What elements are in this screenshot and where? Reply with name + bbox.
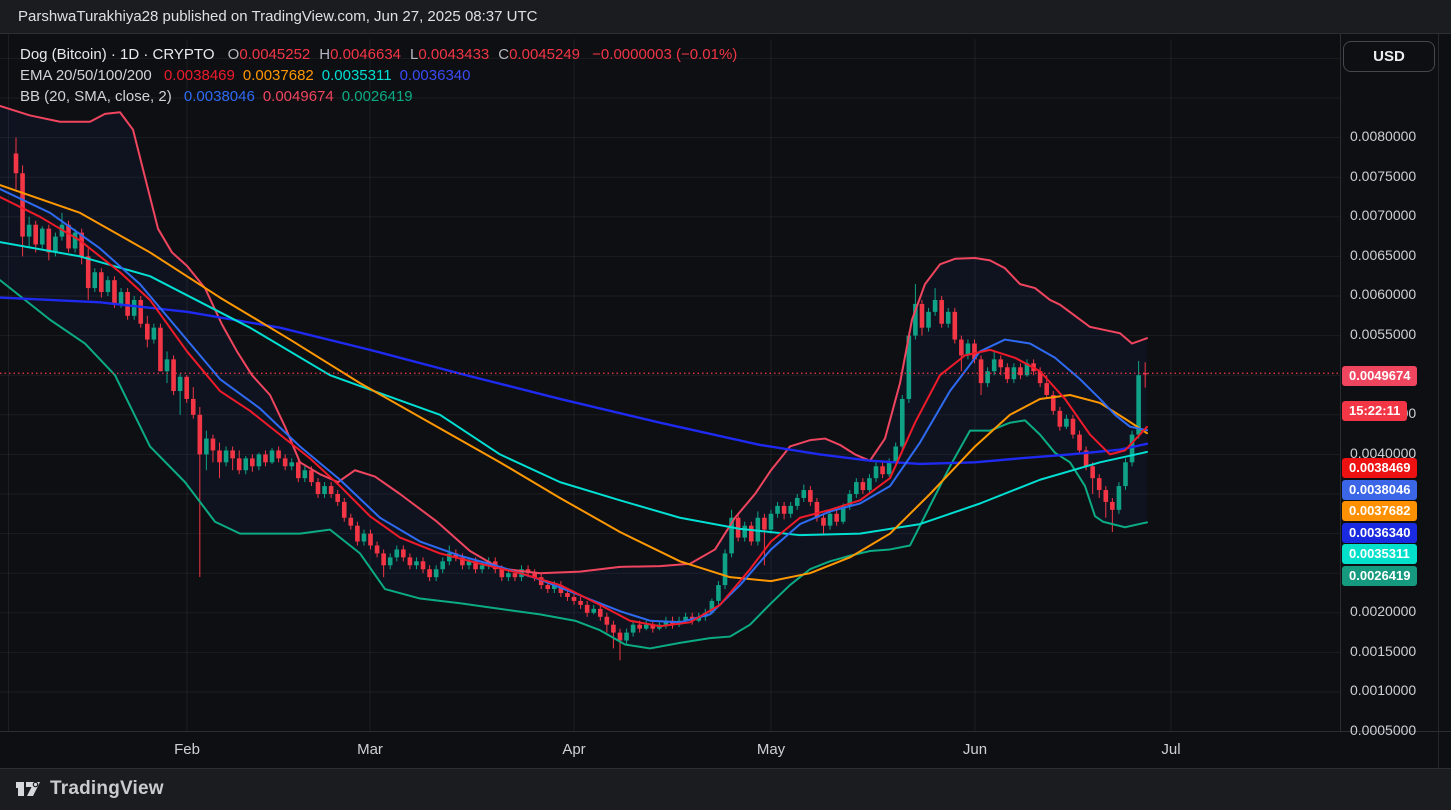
ohlc-letter: L (410, 46, 419, 63)
ema200-line (0, 296, 1149, 466)
month-label[interactable]: Apr (562, 741, 586, 758)
tradingview-logo[interactable]: TradingView (16, 778, 164, 800)
price-tick-label: 0.0070000 (1350, 207, 1417, 224)
change-value: −0.0000003 (−0.01%) (592, 46, 738, 63)
indicator-value: 0.0049674 (262, 88, 334, 105)
axis-right-frame (1438, 34, 1439, 769)
price-tick-label: 0.0080000 (1350, 128, 1417, 144)
tradingview-logo-icon (16, 781, 40, 796)
symbol-title[interactable]: Dog (Bitcoin) · 1D · CRYPTO (20, 46, 215, 63)
ema20-line (0, 196, 1148, 628)
snapshot-title: ParshwaTurakhiya28 published on TradingV… (18, 8, 538, 25)
ohlc-letter: O (227, 46, 240, 63)
bb_upper-line (0, 104, 1148, 575)
ema-values: 0.0038469 0.0037682 0.0035311 0.0036340 (156, 67, 471, 84)
time-axis[interactable]: Feb Mar Apr May Jun Jul (0, 731, 1451, 769)
chart-legend: Dog (Bitcoin) · 1D · CRYPTO O0.0045252 H0… (20, 44, 737, 107)
indicator-price-badge: 0.0038469 (1342, 458, 1418, 478)
indicator-value: 0.0037682 (242, 67, 314, 84)
price-tick-label: 0.0020000 (1350, 603, 1417, 620)
price-tick-label: 0.0010000 (1350, 682, 1417, 699)
ema100-line (0, 241, 1148, 537)
indicator-price-badge: 0.0037682 (1342, 501, 1418, 521)
price-axis[interactable]: 0.0080000 0.0075000 0.0070000 0.0065000 0.00… (1340, 34, 1451, 738)
snapshot-header: ParshwaTurakhiya28 published on TradingV… (0, 0, 1451, 33)
price-tick-label: 0.0040000 (1350, 444, 1417, 461)
month-label[interactable]: Jun (962, 741, 988, 758)
indicator-price-badge: 0.0036340 (1342, 522, 1418, 543)
indicator-price-badge: 0.0038046 (1342, 479, 1418, 500)
indicator-value: 0.0038469 (163, 67, 235, 84)
chart-plot[interactable] (0, 39, 1340, 731)
price-tick-label: 0.0060000 (1350, 286, 1417, 303)
month-label[interactable]: May (756, 741, 786, 758)
chart-area[interactable]: Dog (Bitcoin) · 1D · CRYPTO O0.0045252 H0… (0, 33, 1451, 769)
legend-symbol-row[interactable]: Dog (Bitcoin) · 1D · CRYPTO O0.0045252 H0… (20, 44, 737, 65)
indicator-value: 0.0036340 (399, 67, 471, 84)
price-tick-label: 0.0055000 (1350, 326, 1417, 342)
bb-indicator-label[interactable]: BB (20, SMA, close, 2) (20, 88, 172, 105)
legend-ema-row[interactable]: EMA 20/50/100/200 0.0038469 0.0037682 0.00… (20, 65, 737, 86)
tradingview-logo-text: TradingView (50, 778, 164, 799)
ohlc-letter: H (319, 46, 331, 63)
indicator-price-badge: 0.0035311 (1342, 544, 1417, 564)
ohlc-value: 0.0043433 (418, 46, 490, 63)
month-label[interactable]: Mar (357, 741, 383, 758)
ohlc-value: 0.0046634 (330, 46, 401, 63)
bb_lower-line (0, 279, 1148, 650)
price-tick-label: 0.0005000 (1350, 722, 1417, 738)
bar-countdown-badge: 15:22:11 (1342, 401, 1408, 422)
indicator-price-badge: 0.0049674 (1342, 366, 1418, 386)
currency-toggle-button[interactable]: USD (1343, 41, 1435, 72)
month-label[interactable]: Jul (1161, 741, 1181, 758)
indicator-value: 0.0035311 (321, 67, 392, 84)
ohlc-value: 0.0045252 (239, 46, 311, 63)
bb-values: 0.0038046 0.0049674 0.0026419 (176, 88, 413, 105)
price-tick-label: 0.0075000 (1350, 167, 1417, 184)
footer-bar: TradingView (0, 768, 1451, 810)
month-label[interactable]: Feb (174, 741, 200, 758)
ema50-line (0, 184, 1148, 583)
bollinger-fill (0, 105, 1147, 649)
ohlc-letter: C (498, 46, 510, 63)
ohlc-value: 0.0045249 (509, 46, 580, 63)
ema-indicator-label[interactable]: EMA 20/50/100/200 (20, 67, 152, 84)
price-tick-label: 0.0065000 (1350, 246, 1417, 263)
plot-left-frame (8, 34, 9, 731)
indicator-value: 0.0038046 (183, 88, 255, 105)
indicator-value: 0.0026419 (341, 88, 413, 105)
legend-bb-row[interactable]: BB (20, SMA, close, 2) 0.0038046 0.004967… (20, 86, 737, 107)
indicator-price-badge: 0.0026419 (1342, 565, 1418, 586)
ohlc-values: O0.0045252 H0.0046634 L0.0043433 C0.0045249 (219, 46, 580, 63)
price-tick-label: 0.0015000 (1350, 642, 1417, 659)
